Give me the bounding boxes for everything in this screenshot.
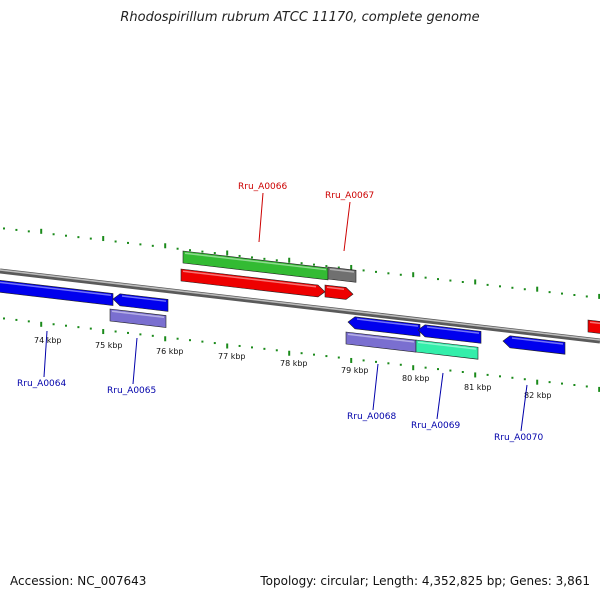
kbp-label: 76 kbp — [156, 347, 184, 356]
forward-gene-label[interactable]: Rru_A0066 — [238, 182, 287, 192]
kbp-label: 75 kbp — [95, 341, 123, 350]
kbp-label: 77 kbp — [218, 352, 246, 361]
gene-rru-a0067[interactable] — [324, 284, 354, 300]
gene-rru-a0068[interactable] — [347, 316, 421, 337]
reverse-gene-leader-line — [436, 372, 444, 420]
reverse-tick-ruler — [3, 317, 600, 392]
genome-backbone — [0, 268, 600, 344]
genome-summary: Topology: circular; Length: 4,352,825 bp… — [260, 574, 590, 588]
reverse-gene-leader-line — [372, 363, 379, 411]
forward-tick-ruler — [3, 227, 600, 299]
kbp-label: 82 kbp — [524, 391, 552, 400]
genome-backbone-highlight — [0, 269, 600, 341]
reverse-gene-label[interactable]: Rru_A0065 — [107, 386, 156, 396]
forward-gene-leader-line — [258, 192, 264, 243]
cds-rru-a0066[interactable] — [182, 250, 329, 281]
gene-rru-a0064[interactable] — [0, 278, 114, 306]
kbp-label: 78 kbp — [280, 359, 308, 368]
reverse-gene-label[interactable]: Rru_A0068 — [347, 412, 396, 422]
gene-rru-a0066[interactable] — [180, 268, 326, 298]
map-title: Rhodospirillum rubrum ATCC 11170, comple… — [120, 10, 480, 25]
kbp-label: 79 kbp — [341, 366, 369, 375]
cds-rru-a0069[interactable] — [415, 339, 479, 360]
forward-gene-label[interactable]: Rru_A0067 — [325, 191, 374, 201]
gene-forward-partial[interactable] — [587, 319, 600, 335]
cds-rru-a0067[interactable] — [327, 266, 357, 283]
kbp-label: 80 kbp — [402, 374, 430, 383]
reverse-gene-leader-line — [520, 384, 528, 432]
reverse-gene-leader-line — [43, 330, 48, 378]
cds-rru-a0065[interactable] — [109, 308, 167, 328]
kbp-label: 81 kbp — [464, 383, 492, 392]
reverse-gene-label[interactable]: Rru_A0064 — [17, 379, 66, 389]
accession-label: Accession: NC_007643 — [10, 574, 147, 588]
reverse-gene-leader-line — [132, 337, 138, 385]
gene-rru-a0069[interactable] — [417, 324, 482, 344]
kbp-label: 74 kbp — [34, 336, 62, 345]
gene-rru-a0070[interactable] — [502, 335, 566, 355]
reverse-gene-label[interactable]: Rru_A0069 — [411, 421, 460, 431]
gene-rru-a0065[interactable] — [112, 293, 169, 312]
forward-gene-leader-line — [343, 201, 351, 252]
reverse-gene-label[interactable]: Rru_A0070 — [494, 433, 543, 443]
